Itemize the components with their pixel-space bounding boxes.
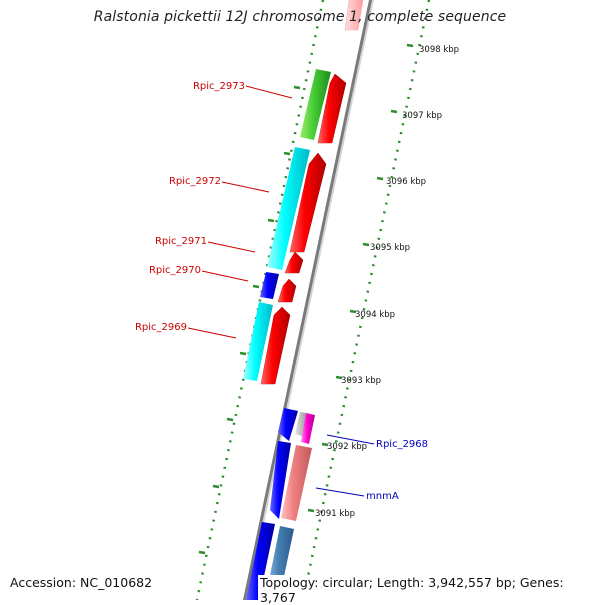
tick-label: 3091 kbp: [315, 509, 355, 519]
topology-summary: Topology: circular; Length: 3,942,557 bp…: [258, 575, 600, 605]
connector-rpic-2973: [245, 85, 293, 99]
tick-label: 3093 kbp: [341, 376, 381, 386]
tick-labels: 3098 kbp 3097 kbp 3096 kbp 3095 kbp 3094…: [315, 45, 459, 519]
gene-label-rpic-2969: Rpic_2969: [135, 322, 187, 333]
connector-rpic-2972: [221, 181, 270, 193]
inner-major-tick: [239, 351, 247, 356]
major-tick: [376, 176, 384, 181]
inner-major-tick: [212, 484, 220, 489]
cds-fill: [318, 74, 346, 143]
gene-label-rpic-2972: Rpic_2972: [169, 176, 221, 187]
tick-label: 3094 kbp: [355, 310, 395, 320]
cds-fill: [290, 153, 326, 252]
major-tick: [362, 242, 370, 247]
gene-labels: Rpic_2973 Rpic_2972 Rpic_2971 Rpic_2970 …: [135, 81, 428, 502]
connector-mnma: [315, 487, 365, 497]
major-tick: [390, 109, 398, 114]
feature-top-pink: [344, 0, 364, 31]
feature-salmon-mnma: [281, 445, 312, 521]
feature-gray: [295, 412, 307, 436]
label-connectors: [187, 85, 375, 497]
connector-rpic-2968: [326, 434, 375, 445]
major-tick: [335, 375, 343, 380]
gene-label-rpic-2970: Rpic_2970: [149, 265, 201, 276]
forward-strand-cds-fill: [261, 74, 346, 384]
cds-fill: [285, 252, 303, 273]
inner-major-tick: [198, 550, 206, 555]
gene-label-rpic-2968: Rpic_2968: [376, 439, 428, 450]
tick-label: 3096 kbp: [386, 177, 426, 187]
inner-major-tick: [283, 151, 291, 156]
feature-cyan-2: [243, 302, 273, 381]
major-tick: [406, 43, 414, 48]
feature-blue-1: [260, 272, 279, 299]
major-tick: [307, 508, 315, 513]
connector-rpic-2969: [187, 327, 237, 339]
feature-blue-4: [246, 522, 275, 600]
tick-label: 3098 kbp: [419, 45, 459, 55]
major-tick: [349, 309, 357, 314]
connector-rpic-2970: [201, 270, 249, 282]
cds-fill: [261, 307, 290, 384]
map-title: Ralstonia pickettii 12J chromosome 1, co…: [93, 9, 507, 25]
connector-rpic-2971: [207, 241, 256, 253]
feature-green: [300, 69, 331, 140]
inner-major-tick: [293, 85, 301, 90]
tick-axis-outer: [301, 0, 431, 600]
major-ticks: [307, 43, 414, 513]
tick-label: 3097 kbp: [402, 111, 442, 121]
inner-major-ticks: [198, 85, 301, 555]
tick-axis-inner: [195, 0, 325, 600]
tick-label: 3095 kbp: [370, 243, 410, 253]
inner-major-tick: [226, 417, 234, 422]
tick-label: 3092 kbp: [327, 442, 367, 452]
cds-fill: [278, 279, 296, 302]
feature-blue-3: [270, 441, 291, 519]
inner-major-tick: [267, 218, 275, 223]
gene-label-rpic-2971: Rpic_2971: [155, 236, 207, 247]
feature-magenta-rpic-2968: [301, 413, 315, 444]
accession-text: Accession: NC_010682: [8, 575, 155, 590]
major-tick: [321, 442, 329, 447]
gene-label-rpic-2973: Rpic_2973: [193, 81, 245, 92]
inner-major-tick: [252, 284, 260, 289]
gene-label-mnma: mnmA: [366, 491, 399, 502]
feature-blue-2: [278, 408, 298, 441]
feature-cyan-1: [267, 147, 310, 270]
